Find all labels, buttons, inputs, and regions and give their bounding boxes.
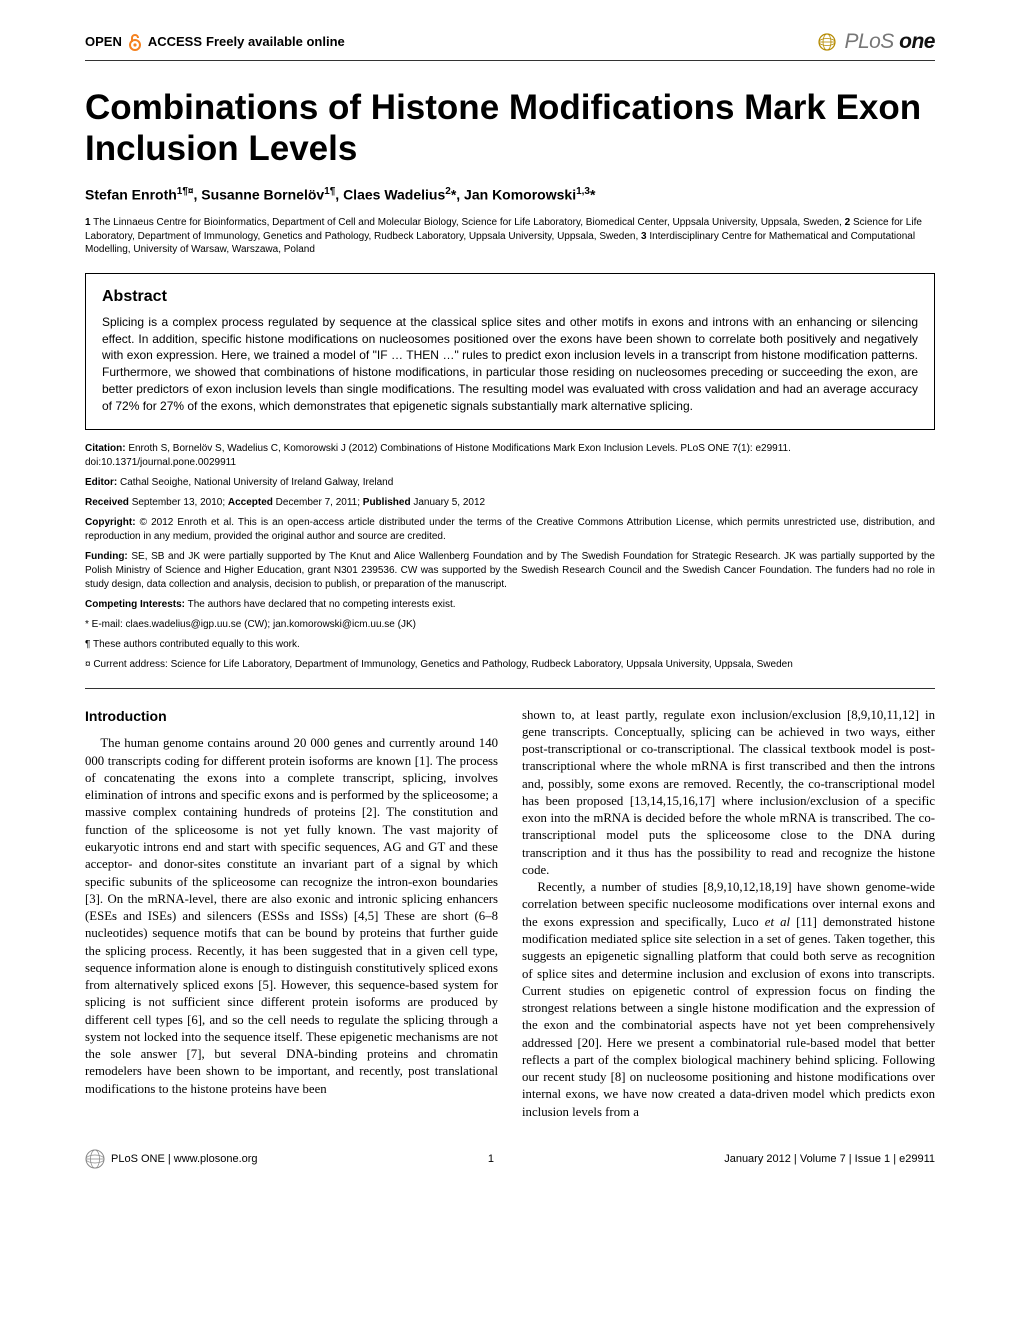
- meta-editor-text: Cathal Seoighe, National University of I…: [117, 477, 393, 488]
- meta-competing: Competing Interests: The authors have de…: [85, 598, 935, 612]
- meta-competing-text: The authors have declared that no compet…: [185, 599, 456, 610]
- intro-paragraph-1-cont: shown to, at least partly, regulate exon…: [522, 707, 935, 880]
- meta-citation-label: Citation:: [85, 443, 126, 454]
- journal-one: one: [899, 30, 935, 53]
- open-access-prefix: OPEN: [85, 34, 122, 49]
- meta-accepted-label: Accepted: [228, 497, 273, 508]
- meta-published-label: Published: [363, 497, 411, 508]
- footer-globe-icon: [85, 1149, 105, 1169]
- open-access-suffix: ACCESS: [148, 34, 202, 49]
- meta-competing-label: Competing Interests:: [85, 599, 185, 610]
- meta-email: * E-mail: claes.wadelius@igp.uu.se (CW);…: [85, 618, 935, 632]
- meta-funding: Funding: SE, SB and JK were partially su…: [85, 550, 935, 592]
- meta-equal-contrib: ¶ These authors contributed equally to t…: [85, 638, 935, 652]
- meta-copyright-label: Copyright:: [85, 517, 136, 528]
- intro-paragraph-2: Recently, a number of studies [8,9,10,12…: [522, 879, 935, 1121]
- column-right: shown to, at least partly, regulate exon…: [522, 707, 935, 1121]
- abstract-box: Abstract Splicing is a complex process r…: [85, 273, 935, 430]
- journal-logo: PLoS one: [818, 30, 935, 54]
- abstract-text: Splicing is a complex process regulated …: [102, 314, 918, 415]
- meta-current-address: ¤ Current address: Science for Life Labo…: [85, 658, 935, 672]
- footer-right-text: January 2012 | Volume 7 | Issue 1 | e299…: [724, 1153, 935, 1165]
- footer-bar: PLoS ONE | www.plosone.org 1 January 201…: [85, 1149, 935, 1169]
- meta-editor-label: Editor:: [85, 477, 117, 488]
- affiliations: 1 The Linnaeus Centre for Bioinformatics…: [85, 216, 935, 257]
- meta-citation-text: Enroth S, Bornelöv S, Wadelius C, Komoro…: [85, 443, 791, 468]
- article-meta: Citation: Enroth S, Bornelöv S, Wadelius…: [85, 442, 935, 689]
- meta-accepted-text: December 7, 2011;: [273, 497, 363, 508]
- footer-left-text: PLoS ONE | www.plosone.org: [111, 1153, 258, 1165]
- meta-copyright-text: © 2012 Enroth et al. This is an open-acc…: [85, 517, 935, 542]
- body-columns: Introduction The human genome contains a…: [85, 707, 935, 1121]
- open-access-label: OPEN ACCESS Freely available online: [85, 33, 345, 51]
- footer-left: PLoS ONE | www.plosone.org: [85, 1149, 258, 1169]
- open-access-tagline: Freely available online: [206, 34, 345, 49]
- article-title: Combinations of Histone Modifications Ma…: [85, 87, 935, 170]
- abstract-heading: Abstract: [102, 288, 918, 306]
- open-access-icon: [128, 33, 142, 51]
- intro-paragraph-1: The human genome contains around 20 000 …: [85, 735, 498, 1098]
- journal-plos: PLoS: [844, 30, 893, 53]
- footer-page-number: 1: [488, 1153, 494, 1165]
- author-list: Stefan Enroth1¶¤, Susanne Bornelöv1¶, Cl…: [85, 186, 935, 203]
- meta-editor: Editor: Cathal Seoighe, National Univers…: [85, 476, 935, 490]
- meta-received-text: September 13, 2010;: [129, 497, 228, 508]
- meta-funding-label: Funding:: [85, 551, 128, 562]
- meta-dates: Received September 13, 2010; Accepted De…: [85, 496, 935, 510]
- globe-icon: [818, 33, 836, 51]
- meta-copyright: Copyright: © 2012 Enroth et al. This is …: [85, 516, 935, 544]
- meta-received-label: Received: [85, 497, 129, 508]
- column-left: Introduction The human genome contains a…: [85, 707, 498, 1121]
- header-bar: OPEN ACCESS Freely available online PLoS…: [85, 30, 935, 61]
- meta-funding-text: SE, SB and JK were partially supported b…: [85, 551, 935, 590]
- meta-published-text: January 5, 2012: [411, 497, 486, 508]
- meta-citation: Citation: Enroth S, Bornelöv S, Wadelius…: [85, 442, 935, 470]
- introduction-heading: Introduction: [85, 707, 498, 726]
